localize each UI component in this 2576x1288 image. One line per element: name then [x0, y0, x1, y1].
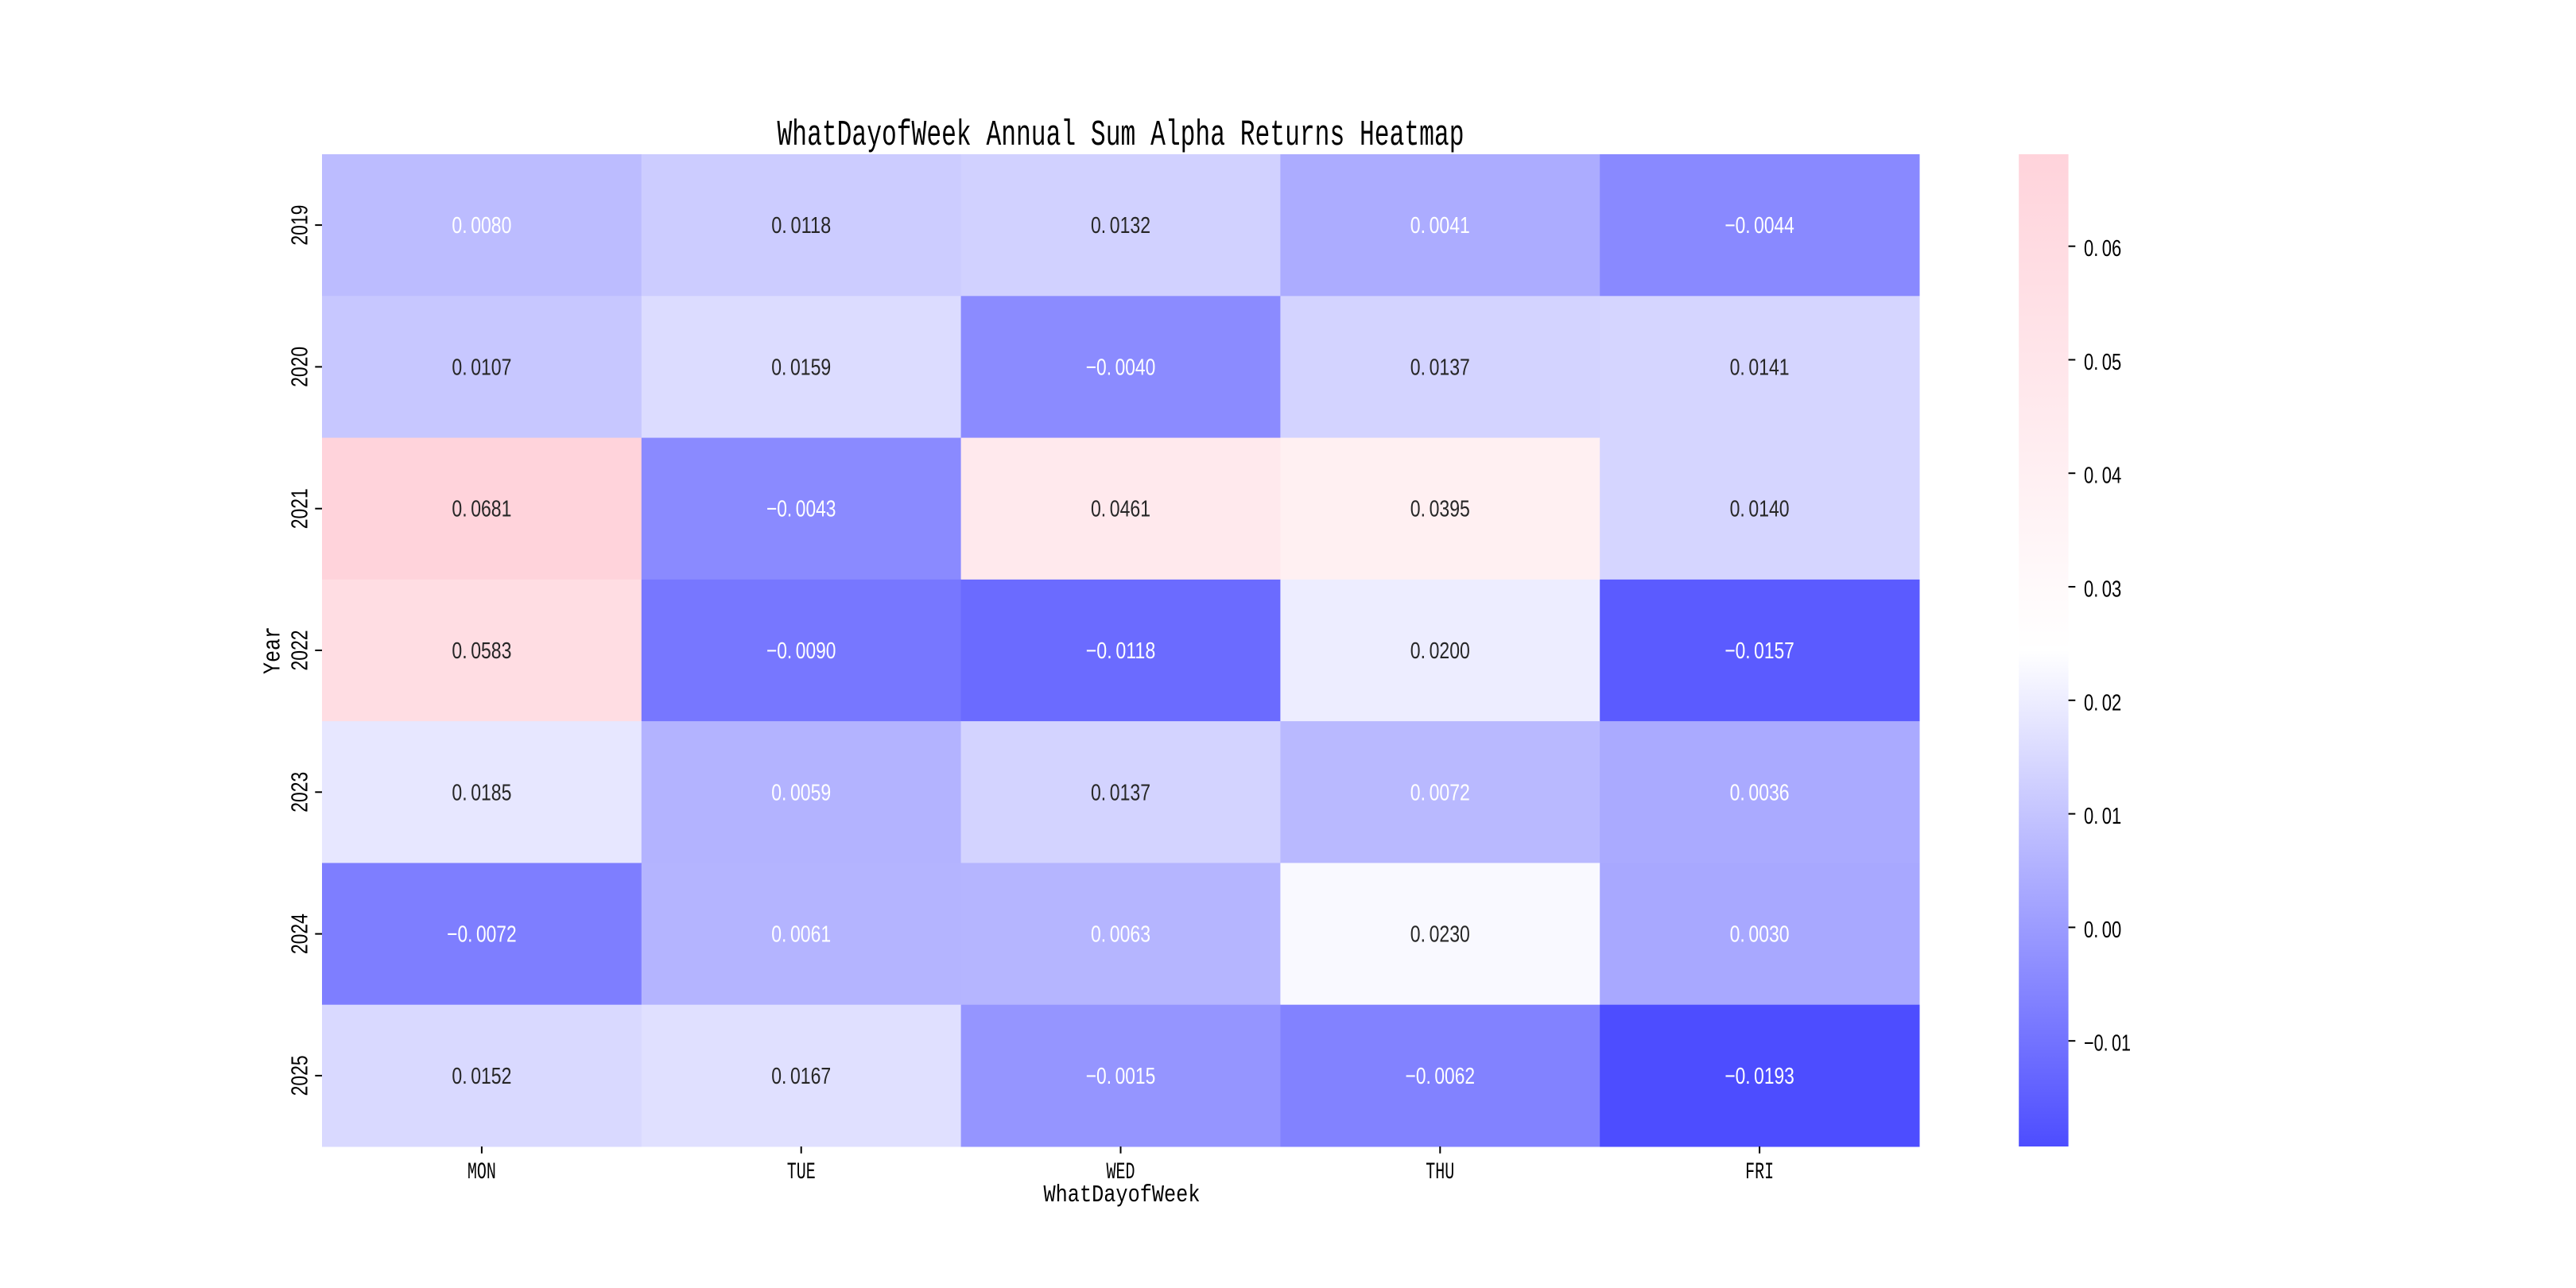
svg-text:0. 0036: 0. 0036: [1730, 780, 1790, 805]
svg-text:0. 0059: 0. 0059: [771, 780, 831, 805]
svg-text:0. 0132: 0. 0132: [1091, 213, 1150, 239]
svg-text:0. 0063: 0. 0063: [1091, 922, 1150, 948]
svg-text:MON: MON: [467, 1159, 496, 1186]
svg-text:2021: 2021: [287, 488, 312, 529]
svg-text:0. 0185: 0. 0185: [452, 780, 511, 805]
svg-text:0. 0041: 0. 0041: [1410, 213, 1470, 239]
svg-text:−0. 0040: −0. 0040: [1086, 355, 1156, 380]
svg-text:0. 0200: 0. 0200: [1410, 638, 1470, 664]
svg-text:0. 02: 0. 02: [2084, 690, 2121, 716]
svg-text:−0. 0043: −0. 0043: [766, 497, 836, 522]
svg-text:0. 04: 0. 04: [2084, 464, 2121, 489]
svg-text:Year: Year: [261, 627, 288, 674]
svg-text:−0. 0193: −0. 0193: [1724, 1064, 1794, 1089]
svg-text:−0. 0090: −0. 0090: [766, 638, 836, 664]
svg-text:0. 0159: 0. 0159: [771, 355, 831, 380]
svg-text:0. 06: 0. 06: [2084, 236, 2121, 262]
svg-text:0. 0230: 0. 0230: [1410, 922, 1470, 948]
svg-text:0. 0152: 0. 0152: [452, 1064, 511, 1089]
svg-text:0. 0118: 0. 0118: [771, 213, 831, 239]
svg-text:−0. 01: −0. 01: [2084, 1031, 2131, 1057]
svg-text:0. 0061: 0. 0061: [771, 922, 831, 948]
svg-text:0. 0030: 0. 0030: [1730, 922, 1790, 948]
svg-text:2022: 2022: [287, 630, 312, 671]
svg-text:−0. 0118: −0. 0118: [1086, 638, 1156, 664]
svg-text:−0. 0157: −0. 0157: [1724, 638, 1794, 664]
svg-text:2025: 2025: [287, 1055, 312, 1096]
svg-text:0. 0140: 0. 0140: [1730, 497, 1790, 522]
svg-text:0. 05: 0. 05: [2084, 350, 2121, 375]
svg-text:THU: THU: [1426, 1159, 1454, 1186]
svg-text:WhatDayofWeek Annual Sum Alpha: WhatDayofWeek Annual Sum Alpha Returns H…: [778, 115, 1465, 156]
svg-text:2019: 2019: [287, 205, 312, 246]
svg-text:0. 0395: 0. 0395: [1410, 497, 1470, 522]
svg-text:−0. 0044: −0. 0044: [1724, 213, 1794, 239]
svg-text:0. 0167: 0. 0167: [771, 1064, 831, 1089]
svg-text:−0. 0015: −0. 0015: [1086, 1064, 1156, 1089]
svg-text:−0. 0072: −0. 0072: [447, 922, 517, 948]
svg-text:0. 0080: 0. 0080: [452, 213, 511, 239]
svg-text:0. 0137: 0. 0137: [1410, 355, 1470, 380]
svg-text:TUE: TUE: [787, 1159, 816, 1186]
svg-text:2024: 2024: [287, 914, 312, 954]
svg-text:2020: 2020: [287, 347, 312, 387]
svg-text:0. 03: 0. 03: [2084, 577, 2121, 603]
svg-text:2023: 2023: [287, 772, 312, 813]
svg-text:0. 0681: 0. 0681: [452, 497, 511, 522]
svg-text:0. 00: 0. 00: [2084, 918, 2121, 943]
svg-text:0. 0141: 0. 0141: [1730, 355, 1790, 380]
svg-text:FRI: FRI: [1745, 1159, 1774, 1186]
svg-text:0. 0583: 0. 0583: [452, 638, 511, 664]
svg-text:WhatDayofWeek: WhatDayofWeek: [1044, 1182, 1201, 1209]
svg-text:0. 0072: 0. 0072: [1410, 780, 1470, 805]
svg-text:0. 0137: 0. 0137: [1091, 780, 1150, 805]
svg-text:WED: WED: [1107, 1159, 1135, 1186]
svg-text:0. 01: 0. 01: [2084, 804, 2121, 829]
svg-text:0. 0461: 0. 0461: [1091, 497, 1150, 522]
svg-text:−0. 0062: −0. 0062: [1406, 1064, 1476, 1089]
svg-text:0. 0107: 0. 0107: [452, 355, 511, 380]
